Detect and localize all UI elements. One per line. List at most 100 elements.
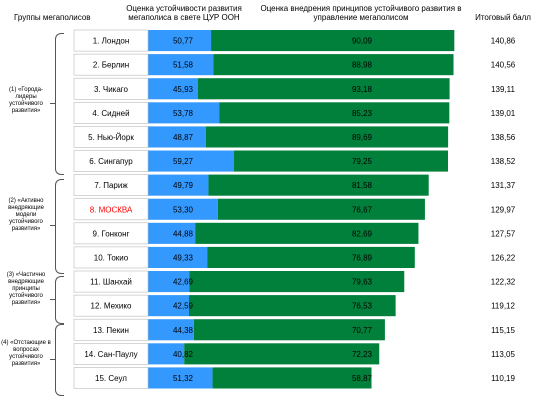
bar-implementation — [234, 150, 449, 172]
bar-implementation — [213, 54, 454, 76]
sustainability-value-label: 53,30 — [173, 205, 194, 214]
implementation-value-label: 88,98 — [352, 61, 373, 70]
sustainability-value-label: 48,87 — [173, 133, 194, 142]
city-label-box — [73, 342, 149, 365]
city-label-box — [73, 294, 149, 317]
bar-implementation — [195, 222, 419, 244]
total-score-label: 140,56 — [491, 61, 516, 70]
sustainability-value-label: 42,59 — [173, 302, 194, 311]
implementation-value-label: 93,18 — [352, 85, 373, 94]
implementation-value-label: 79,25 — [352, 157, 373, 166]
implementation-header: Оценка внедрения принципов устойчивого р… — [260, 4, 462, 22]
bar-implementation — [217, 198, 425, 220]
bar-implementation — [207, 246, 415, 268]
bar-implementation — [188, 295, 396, 317]
city-label: 6. Сингапур — [89, 157, 133, 166]
bar-implementation — [212, 367, 372, 389]
total-score-label: 129,97 — [491, 205, 516, 214]
sustainability-value-label: 51,32 — [173, 374, 194, 383]
sustainability-value-label: 49,33 — [173, 253, 194, 262]
implementation-value-label: 70,77 — [352, 326, 373, 335]
total-score-label: 122,32 — [491, 278, 516, 287]
sustainability-value-label: 50,77 — [173, 37, 194, 46]
city-label-box — [73, 318, 149, 341]
city-label: 7. Париж — [94, 181, 128, 190]
implementation-value-label: 76,53 — [352, 302, 373, 311]
city-label-box — [73, 222, 149, 245]
group-bracket-tick-1 — [50, 103, 56, 104]
implementation-value-label: 76,67 — [352, 205, 373, 214]
sustainability-value-label: 51,58 — [173, 61, 194, 70]
implementation-value-label: 82,69 — [352, 229, 373, 238]
city-label: 4. Сидней — [92, 109, 129, 118]
groups-header: Группы мегаполисов — [14, 13, 91, 22]
total-score-label: 139,11 — [491, 85, 515, 94]
city-label-box — [73, 126, 149, 148]
total-score-label: 115,15 — [491, 326, 515, 335]
implementation-value-label: 85,23 — [352, 109, 373, 118]
group-label-3: (3) «Частично внедряющие принципы устойч… — [6, 272, 46, 306]
total-score-label: 138,52 — [491, 157, 516, 166]
total-score-label: 139,01 — [491, 109, 516, 118]
city-label: 8. МОСКВА — [90, 205, 133, 214]
implementation-value-label: 72,23 — [352, 350, 373, 359]
bar-implementation — [193, 319, 385, 341]
city-label: 5. Нью-Йорк — [88, 133, 134, 142]
city-label: 1. Лондон — [93, 37, 130, 46]
city-label: 12. Мехико — [91, 302, 132, 311]
implementation-value-label: 81,58 — [352, 181, 373, 190]
city-label: 15. Сеул — [95, 374, 127, 383]
sustainability-header: Оценка устойчивости развития мегаполиса … — [126, 4, 242, 22]
group-label-2: (2) «Активно внедряющие модели устойчиво… — [8, 198, 44, 232]
bar-implementation — [211, 30, 455, 52]
city-label: 2. Берлин — [93, 61, 129, 70]
sustainability-value-label: 53,78 — [173, 109, 194, 118]
group-bracket-2 — [55, 179, 64, 274]
city-label: 9. Гонконг — [93, 229, 130, 238]
implementation-value-label: 76,89 — [352, 253, 373, 262]
city-label-box — [73, 53, 149, 76]
bar-implementation — [189, 271, 405, 293]
sustainability-value-label: 49,79 — [173, 181, 194, 190]
city-label-box — [73, 29, 149, 52]
group-bracket-tick-3 — [50, 299, 56, 300]
total-score-label: 140,86 — [491, 37, 516, 46]
sustainability-value-label: 40,82 — [173, 350, 194, 359]
group-bracket-1 — [55, 33, 64, 175]
city-label: 13. Пекин — [93, 326, 129, 335]
group-label-1: (1) «Города-лидеры устойчивого развития» — [9, 87, 43, 114]
bar-implementation — [208, 174, 429, 196]
total-score-header: Итоговый балл — [475, 13, 531, 22]
sustainability-value-label: 42,69 — [173, 278, 194, 287]
city-label-box — [73, 102, 149, 124]
bar-implementation — [219, 102, 450, 124]
group-label-4: (4) «Отстающие в вопросах устойчивого ра… — [1, 340, 51, 367]
sustainability-value-label: 44,88 — [173, 229, 194, 238]
city-label-box — [73, 77, 149, 100]
group-bracket-4 — [55, 324, 64, 396]
city-label-box — [73, 198, 149, 221]
sustainability-value-label: 45,93 — [173, 85, 194, 94]
total-score-label: 127,57 — [491, 229, 516, 238]
group-bracket-tick-2 — [50, 225, 56, 226]
total-score-label: 119,12 — [491, 302, 515, 311]
city-label: 14. Сан-Паулу — [84, 350, 137, 359]
implementation-value-label: 58,87 — [352, 374, 373, 383]
total-score-label: 131,37 — [491, 181, 516, 190]
city-label: 3. Чикаго — [94, 85, 129, 94]
bar-implementation — [198, 78, 450, 100]
total-score-label: 110,19 — [491, 374, 515, 383]
city-label: 11. Шанхай — [90, 278, 132, 287]
city-label-box — [73, 150, 149, 172]
bar-implementation — [184, 343, 380, 365]
sustainability-value-label: 44,38 — [173, 326, 194, 335]
group-bracket-3 — [55, 276, 64, 324]
city-label-box — [73, 174, 149, 197]
group-bracket-tick-4 — [50, 359, 56, 360]
city-label: 10. Токио — [94, 253, 129, 262]
implementation-value-label: 90,09 — [352, 37, 373, 46]
total-score-label: 126,22 — [491, 253, 516, 262]
city-label-box — [73, 246, 149, 269]
sustainability-value-label: 59,27 — [173, 157, 194, 166]
